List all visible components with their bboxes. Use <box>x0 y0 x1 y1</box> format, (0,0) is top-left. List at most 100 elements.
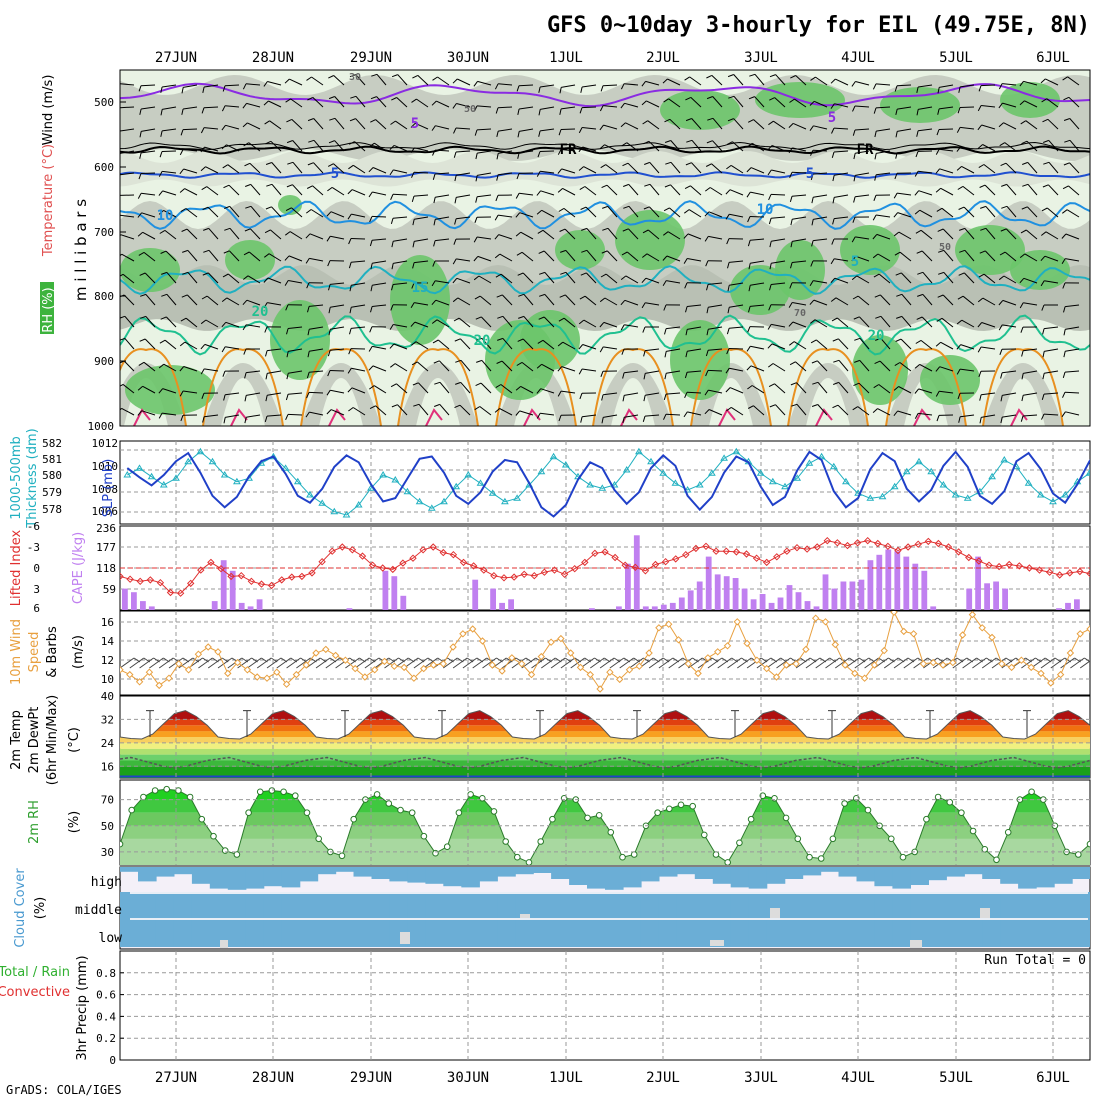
cloud-low-bar <box>803 919 822 947</box>
cloud-low-bar <box>551 919 570 947</box>
cloud-high-bar <box>336 867 355 872</box>
cloud-middle-bar <box>461 892 480 919</box>
rh2m-point <box>398 807 404 813</box>
rh-moist-blob <box>120 248 180 292</box>
pressure-tick-label: 500 <box>94 96 114 109</box>
rh2m-point <box>211 833 217 839</box>
rh2m-point <box>199 816 205 822</box>
cloud-gap <box>770 908 780 918</box>
cape-bar <box>715 574 721 610</box>
rh-moist-blob <box>270 300 330 380</box>
precip-tick-label: 0.2 <box>96 1032 116 1045</box>
cloud-middle-bar <box>174 892 193 919</box>
cloud-low-bar <box>605 919 624 947</box>
cape-bar <box>1065 603 1071 610</box>
cape-bar <box>140 601 146 610</box>
rh2m-point <box>468 792 474 798</box>
cape-bar <box>993 582 999 611</box>
cloud-middle-bar <box>336 892 355 919</box>
cloud-low-bar <box>246 919 265 947</box>
rh2m-point <box>433 850 439 856</box>
cloud-low-bar <box>677 919 696 947</box>
cloud-middle-bar <box>138 892 157 919</box>
cloud-low-bar <box>767 919 786 947</box>
cloud-middle-bar <box>533 892 552 919</box>
rh2m-point <box>480 796 486 802</box>
cloud-middle-bar <box>372 892 391 919</box>
pressure-tick-label: 900 <box>94 355 114 368</box>
cloud-middle-bar <box>1054 892 1073 919</box>
cloud-middle-bar <box>731 892 750 919</box>
rh2m-point <box>339 853 345 859</box>
cape-bar <box>1074 599 1080 610</box>
rh2m-point <box>807 854 813 860</box>
cloud-high-bar <box>120 867 139 872</box>
cloud-low-bar <box>300 919 319 947</box>
cape-bar <box>212 601 218 610</box>
rh2m-point <box>935 794 941 800</box>
rh-moist-blob <box>520 310 580 370</box>
rh2m-point <box>117 841 123 847</box>
cloud-high-bar <box>210 867 229 889</box>
chart-title: GFS 0~10day 3-hourly for EIL (49.75E, 8N… <box>547 13 1090 38</box>
wind-barb <box>141 173 155 174</box>
cape-bar <box>805 601 811 610</box>
cloud-level-divider <box>130 918 1088 920</box>
rh2m-point <box>269 788 275 794</box>
cape-bar <box>724 576 730 610</box>
cape-bar <box>508 599 514 610</box>
cloud-high-bar <box>946 867 965 877</box>
cloud-low-bar <box>120 919 139 947</box>
rh2m-point <box>608 830 614 836</box>
wind-barb <box>792 172 806 173</box>
rh2m-point <box>456 810 462 816</box>
wind-barb <box>309 392 323 393</box>
wind-barb <box>939 129 953 130</box>
cape-tick-label: 177 <box>96 541 116 554</box>
cloud-low-bar <box>821 919 840 947</box>
wind10m-ylabel-2: Speed <box>27 632 42 673</box>
precip-tick-label: 0 <box>109 1054 116 1067</box>
precip-tick-label: 0.6 <box>96 989 116 1002</box>
cloud-middle-bar <box>695 892 714 919</box>
rh2m-point <box>246 810 252 816</box>
rh2m-point <box>702 832 708 838</box>
rh2m-point <box>409 810 415 816</box>
cloud-high-bar <box>910 867 929 885</box>
cloud-low-bar <box>892 919 911 947</box>
cloud-high-bar <box>1036 867 1055 887</box>
cape-tick-label: 236 <box>96 522 116 535</box>
wind-barb <box>141 85 155 86</box>
rh2m-point <box>982 847 988 853</box>
cloud-low-bar <box>354 919 373 947</box>
cloud-level-middle: middle <box>75 903 122 918</box>
cloud-low-bar <box>749 919 768 947</box>
rh2m-point <box>900 854 906 860</box>
wind-barb <box>708 370 722 371</box>
cloud-middle-bar <box>569 892 588 919</box>
slp-tick-label: 1012 <box>92 437 119 450</box>
cape-bar <box>832 589 838 610</box>
cloud-low-bar <box>1036 919 1055 947</box>
cloud-middle-bar <box>587 892 606 919</box>
top-date-label: 28JUN <box>252 50 294 66</box>
cloud-low-bar <box>192 919 211 947</box>
cape-bar <box>490 589 496 610</box>
cloud-high-bar <box>749 867 768 889</box>
rh2m-tick-label: 30 <box>101 846 114 859</box>
rh2m-point <box>550 816 556 822</box>
cape-bar <box>634 535 640 610</box>
rh2m-point <box>538 839 544 845</box>
cloud-high-bar <box>623 867 642 887</box>
cloud-high-bar <box>425 867 444 884</box>
rh2m-point <box>129 807 135 813</box>
rh2m-point <box>772 796 778 802</box>
cloud-middle-bar <box>892 892 911 919</box>
cape-bar <box>391 576 397 610</box>
cloud-low-bar <box>282 919 301 947</box>
cape-bar <box>706 557 712 610</box>
